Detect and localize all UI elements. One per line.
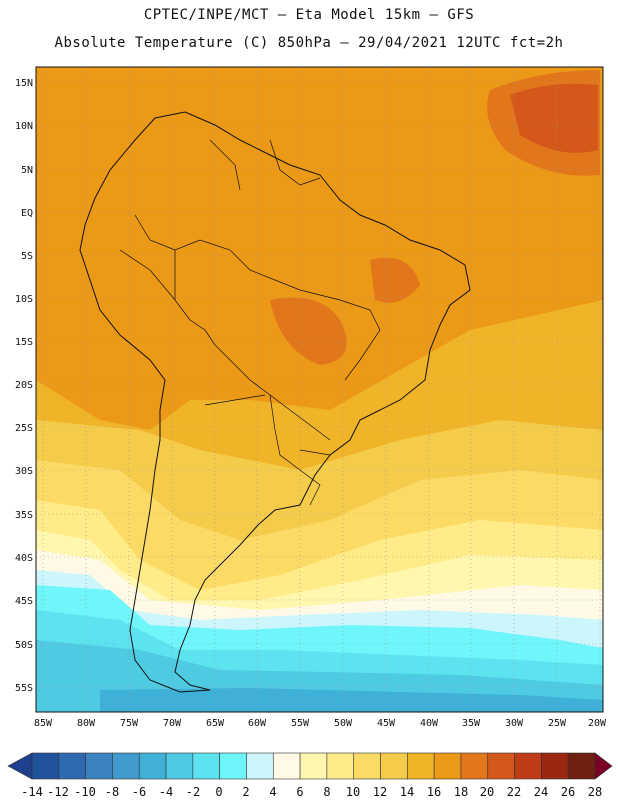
colorbar-label: 8 bbox=[323, 785, 330, 799]
colorbar-swatch bbox=[460, 752, 489, 780]
colorbar-label: 12 bbox=[373, 785, 387, 799]
lon-label: 70W bbox=[163, 718, 182, 729]
colorbar-label: -4 bbox=[159, 785, 173, 799]
colorbar-max-arrow bbox=[594, 752, 613, 780]
south-america-outline bbox=[79, 111, 471, 693]
lon-label: 80W bbox=[77, 718, 96, 729]
colorbar-label: 20 bbox=[480, 785, 494, 799]
lon-label: 50W bbox=[334, 718, 353, 729]
title-line-2: Absolute Temperature (C) 850hPa – 29/04/… bbox=[54, 35, 564, 51]
lat-label: 5S bbox=[21, 251, 33, 262]
title-line-1: CPTEC/INPE/MCT – Eta Model 15km – GFS bbox=[143, 7, 475, 23]
colorbar-swatch bbox=[407, 752, 435, 780]
latitude-axis: 15N 10N 5N EQ 5S 10S 15S 20S 25S 30S 35S… bbox=[15, 78, 33, 694]
colorbar-swatch bbox=[246, 752, 274, 780]
colorbar-swatch bbox=[353, 752, 381, 780]
colorbar-swatch bbox=[433, 752, 462, 780]
colorbar-label: 6 bbox=[296, 785, 303, 799]
colorbar-swatch bbox=[299, 752, 328, 780]
lat-label: 15S bbox=[15, 337, 33, 348]
lat-label: 25S bbox=[15, 423, 33, 434]
colorbar-swatch bbox=[192, 752, 220, 780]
colorbar-label: 14 bbox=[400, 785, 414, 799]
lon-label: 60W bbox=[248, 718, 267, 729]
longitude-axis: 85W 80W 75W 70W 65W 60W 55W 50W 45W 40W … bbox=[34, 718, 607, 729]
colorbar-label: 24 bbox=[534, 785, 548, 799]
colorbar-label: 26 bbox=[561, 785, 575, 799]
lon-label: 85W bbox=[34, 718, 53, 729]
lon-label: 35W bbox=[462, 718, 481, 729]
colorbar-label: 2 bbox=[242, 785, 249, 799]
lon-label: 75W bbox=[120, 718, 139, 729]
colorbar-swatch bbox=[380, 752, 408, 780]
lat-label: 30S bbox=[15, 466, 33, 477]
colorbar-swatch bbox=[58, 752, 86, 780]
lat-label: EQ bbox=[21, 208, 33, 219]
colorbar-label: -10 bbox=[74, 785, 96, 799]
colorbar bbox=[7, 752, 613, 780]
colorbar-label: 10 bbox=[346, 785, 360, 799]
lon-label: 20W bbox=[588, 718, 607, 729]
lat-label: 35S bbox=[15, 510, 33, 521]
colorbar-label: 22 bbox=[507, 785, 521, 799]
lat-label: 55S bbox=[15, 683, 33, 694]
colorbar-label: -6 bbox=[132, 785, 146, 799]
colorbar-label: 4 bbox=[269, 785, 276, 799]
colorbar-label: -14 bbox=[21, 785, 43, 799]
colorbar-label: -2 bbox=[186, 785, 200, 799]
colorbar-labels: -14 -12 -10 -8 -6 -4 -2 0 2 4 6 8 10 12 … bbox=[21, 785, 602, 799]
colorbar-swatch bbox=[165, 752, 194, 780]
colorbar-swatch bbox=[112, 752, 140, 780]
colorbar-label: 16 bbox=[427, 785, 441, 799]
colorbar-min-arrow bbox=[7, 752, 33, 780]
lat-label: 20S bbox=[15, 380, 33, 391]
colorbar-swatch bbox=[326, 752, 355, 780]
lat-label: 50S bbox=[15, 640, 33, 651]
colorbar-label: 18 bbox=[454, 785, 468, 799]
temperature-field bbox=[36, 67, 603, 712]
lon-label: 40W bbox=[420, 718, 439, 729]
lon-label: 65W bbox=[206, 718, 225, 729]
colorbar-swatch bbox=[31, 752, 60, 780]
lon-label: 25W bbox=[548, 718, 567, 729]
lat-label: 5N bbox=[21, 165, 33, 176]
colorbar-swatch bbox=[567, 752, 596, 780]
lat-label: 45S bbox=[15, 596, 33, 607]
lat-label: 10S bbox=[15, 294, 33, 305]
lat-label: 10N bbox=[15, 121, 33, 132]
colorbar-swatch bbox=[541, 752, 569, 780]
colorbar-label: 28 bbox=[588, 785, 602, 799]
colorbar-swatch bbox=[85, 752, 113, 780]
lon-label: 55W bbox=[291, 718, 310, 729]
colorbar-swatch bbox=[219, 752, 247, 780]
map-frame bbox=[35, 66, 604, 713]
colorbar-swatch bbox=[514, 752, 542, 780]
lat-label: 40S bbox=[15, 553, 33, 564]
colorbar-label: -12 bbox=[47, 785, 69, 799]
colorbar-label: 0 bbox=[215, 785, 222, 799]
colorbar-swatch bbox=[487, 752, 515, 780]
colorbar-swatch bbox=[138, 752, 167, 780]
lon-label: 30W bbox=[505, 718, 524, 729]
colorbar-label: -8 bbox=[105, 785, 119, 799]
lon-label: 45W bbox=[377, 718, 396, 729]
colorbar-swatch bbox=[272, 752, 301, 780]
lat-label: 15N bbox=[15, 78, 33, 89]
